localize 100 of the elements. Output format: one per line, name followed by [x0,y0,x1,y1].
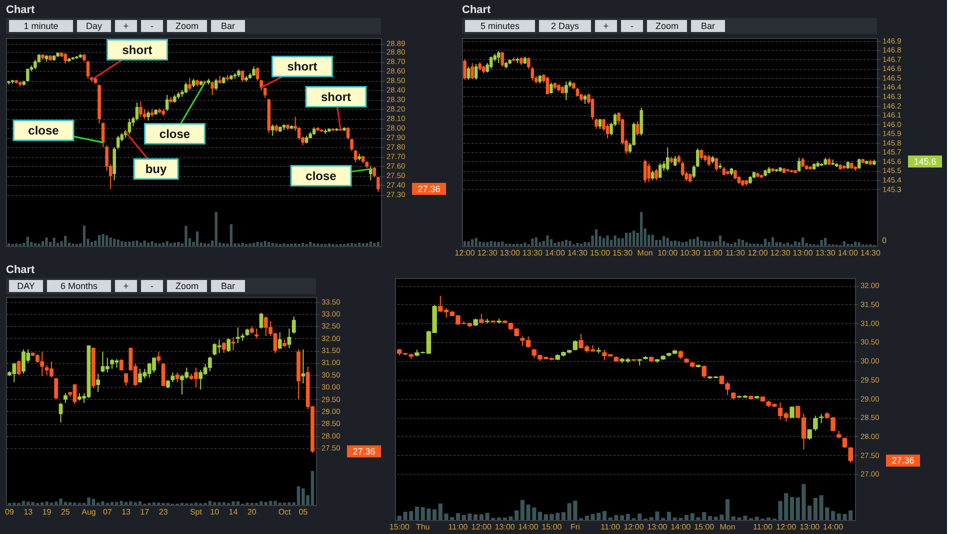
candlestick [184,82,188,94]
x-tick-label: 12:00 [454,248,476,258]
x-tick-label: 12:30 [770,248,791,258]
bar [350,242,354,246]
bar [478,242,482,246]
bar [494,242,496,246]
bar [162,242,165,246]
bar [820,240,823,246]
candlestick [292,316,296,334]
bar [824,238,827,246]
bar [45,237,48,246]
candlestick [259,312,264,330]
bar [704,241,706,246]
candlestick [96,373,100,392]
bar [681,242,684,246]
x-tick-label: 14 [228,508,238,516]
bar [606,235,609,246]
x-tick-label: 13:30 [522,248,543,258]
candlestick [647,162,650,182]
chart-title: Chart [462,4,492,16]
x-tick-label: Fri [570,522,580,532]
bar [858,242,860,246]
text: + [123,281,129,291]
text: DAY [17,281,35,291]
text: + [603,21,609,31]
candlestick [254,328,258,339]
x-tick-label: Aug [82,508,96,516]
x-tick-label: 12:00 [471,522,492,532]
x-tick-label: 09 [5,508,14,516]
bar [700,240,703,246]
bar [474,238,478,246]
candlestick [156,351,161,364]
bar [674,240,676,246]
candlestick [222,342,226,354]
annotation: close [28,123,60,138]
bar [256,242,259,246]
bar [830,511,836,520]
candlestick [146,110,150,122]
bar [90,242,94,246]
text: 27.36 [892,456,914,466]
candlestick [226,338,231,352]
x-tick-label: 15:00 [590,248,611,258]
candlestick [658,162,662,179]
x-tick-label: 11:30 [726,248,746,258]
candlestick [470,62,474,80]
x-tick-label: 12:00 [776,522,797,532]
bar [854,242,857,246]
text: 6 Months [60,281,98,291]
bar [725,499,730,520]
candlestick [801,157,804,168]
candlestick [688,173,692,184]
bar [136,240,138,246]
x-tick-label: 07 [102,508,112,516]
candlestick [583,94,587,104]
text: Bar [220,281,236,291]
bar [482,242,485,246]
bar [496,517,502,520]
bar [658,240,662,246]
bar [173,242,176,246]
bar [41,241,44,246]
candlestick [564,81,568,101]
bar [124,242,127,246]
x-tick-label: 13:00 [792,248,814,258]
text: 27.36 [352,446,376,456]
annotation: short [321,90,352,104]
annotation: close [159,126,190,141]
bar [471,239,474,246]
candlestick [64,392,68,404]
x-tick-label: 13:00 [800,522,820,532]
candlestick [287,328,292,349]
candlestick [550,82,553,94]
bar [214,212,218,246]
text: Bar [220,21,236,31]
bar [120,241,124,246]
candlestick [214,78,218,91]
x-tick-label: 11:00 [448,522,468,532]
bar [708,516,712,520]
x-tick-label: 25 [60,508,70,516]
x-tick-label: 14:00 [544,248,566,258]
bar [628,232,632,246]
text: Zoom [175,281,199,291]
text: 0 [882,236,887,245]
candlestick [474,63,478,80]
candlestick [86,60,90,80]
x-tick-label: 23 [158,508,168,516]
bar [143,240,146,246]
candlestick [64,52,67,64]
x-tick-label: Oct [278,508,292,516]
x-tick-label: 20 [247,508,257,516]
x-tick-label: 10 [210,508,220,516]
candlestick [54,378,58,400]
bar [154,242,158,246]
candlestick [119,358,124,371]
x-tick-label: 14:30 [860,248,881,258]
bar [794,241,797,246]
x-tick-label: 13:30 [815,248,836,258]
x-tick-label: Mon [720,522,736,532]
bar [632,230,636,246]
bar [301,242,304,246]
bar [813,498,818,520]
